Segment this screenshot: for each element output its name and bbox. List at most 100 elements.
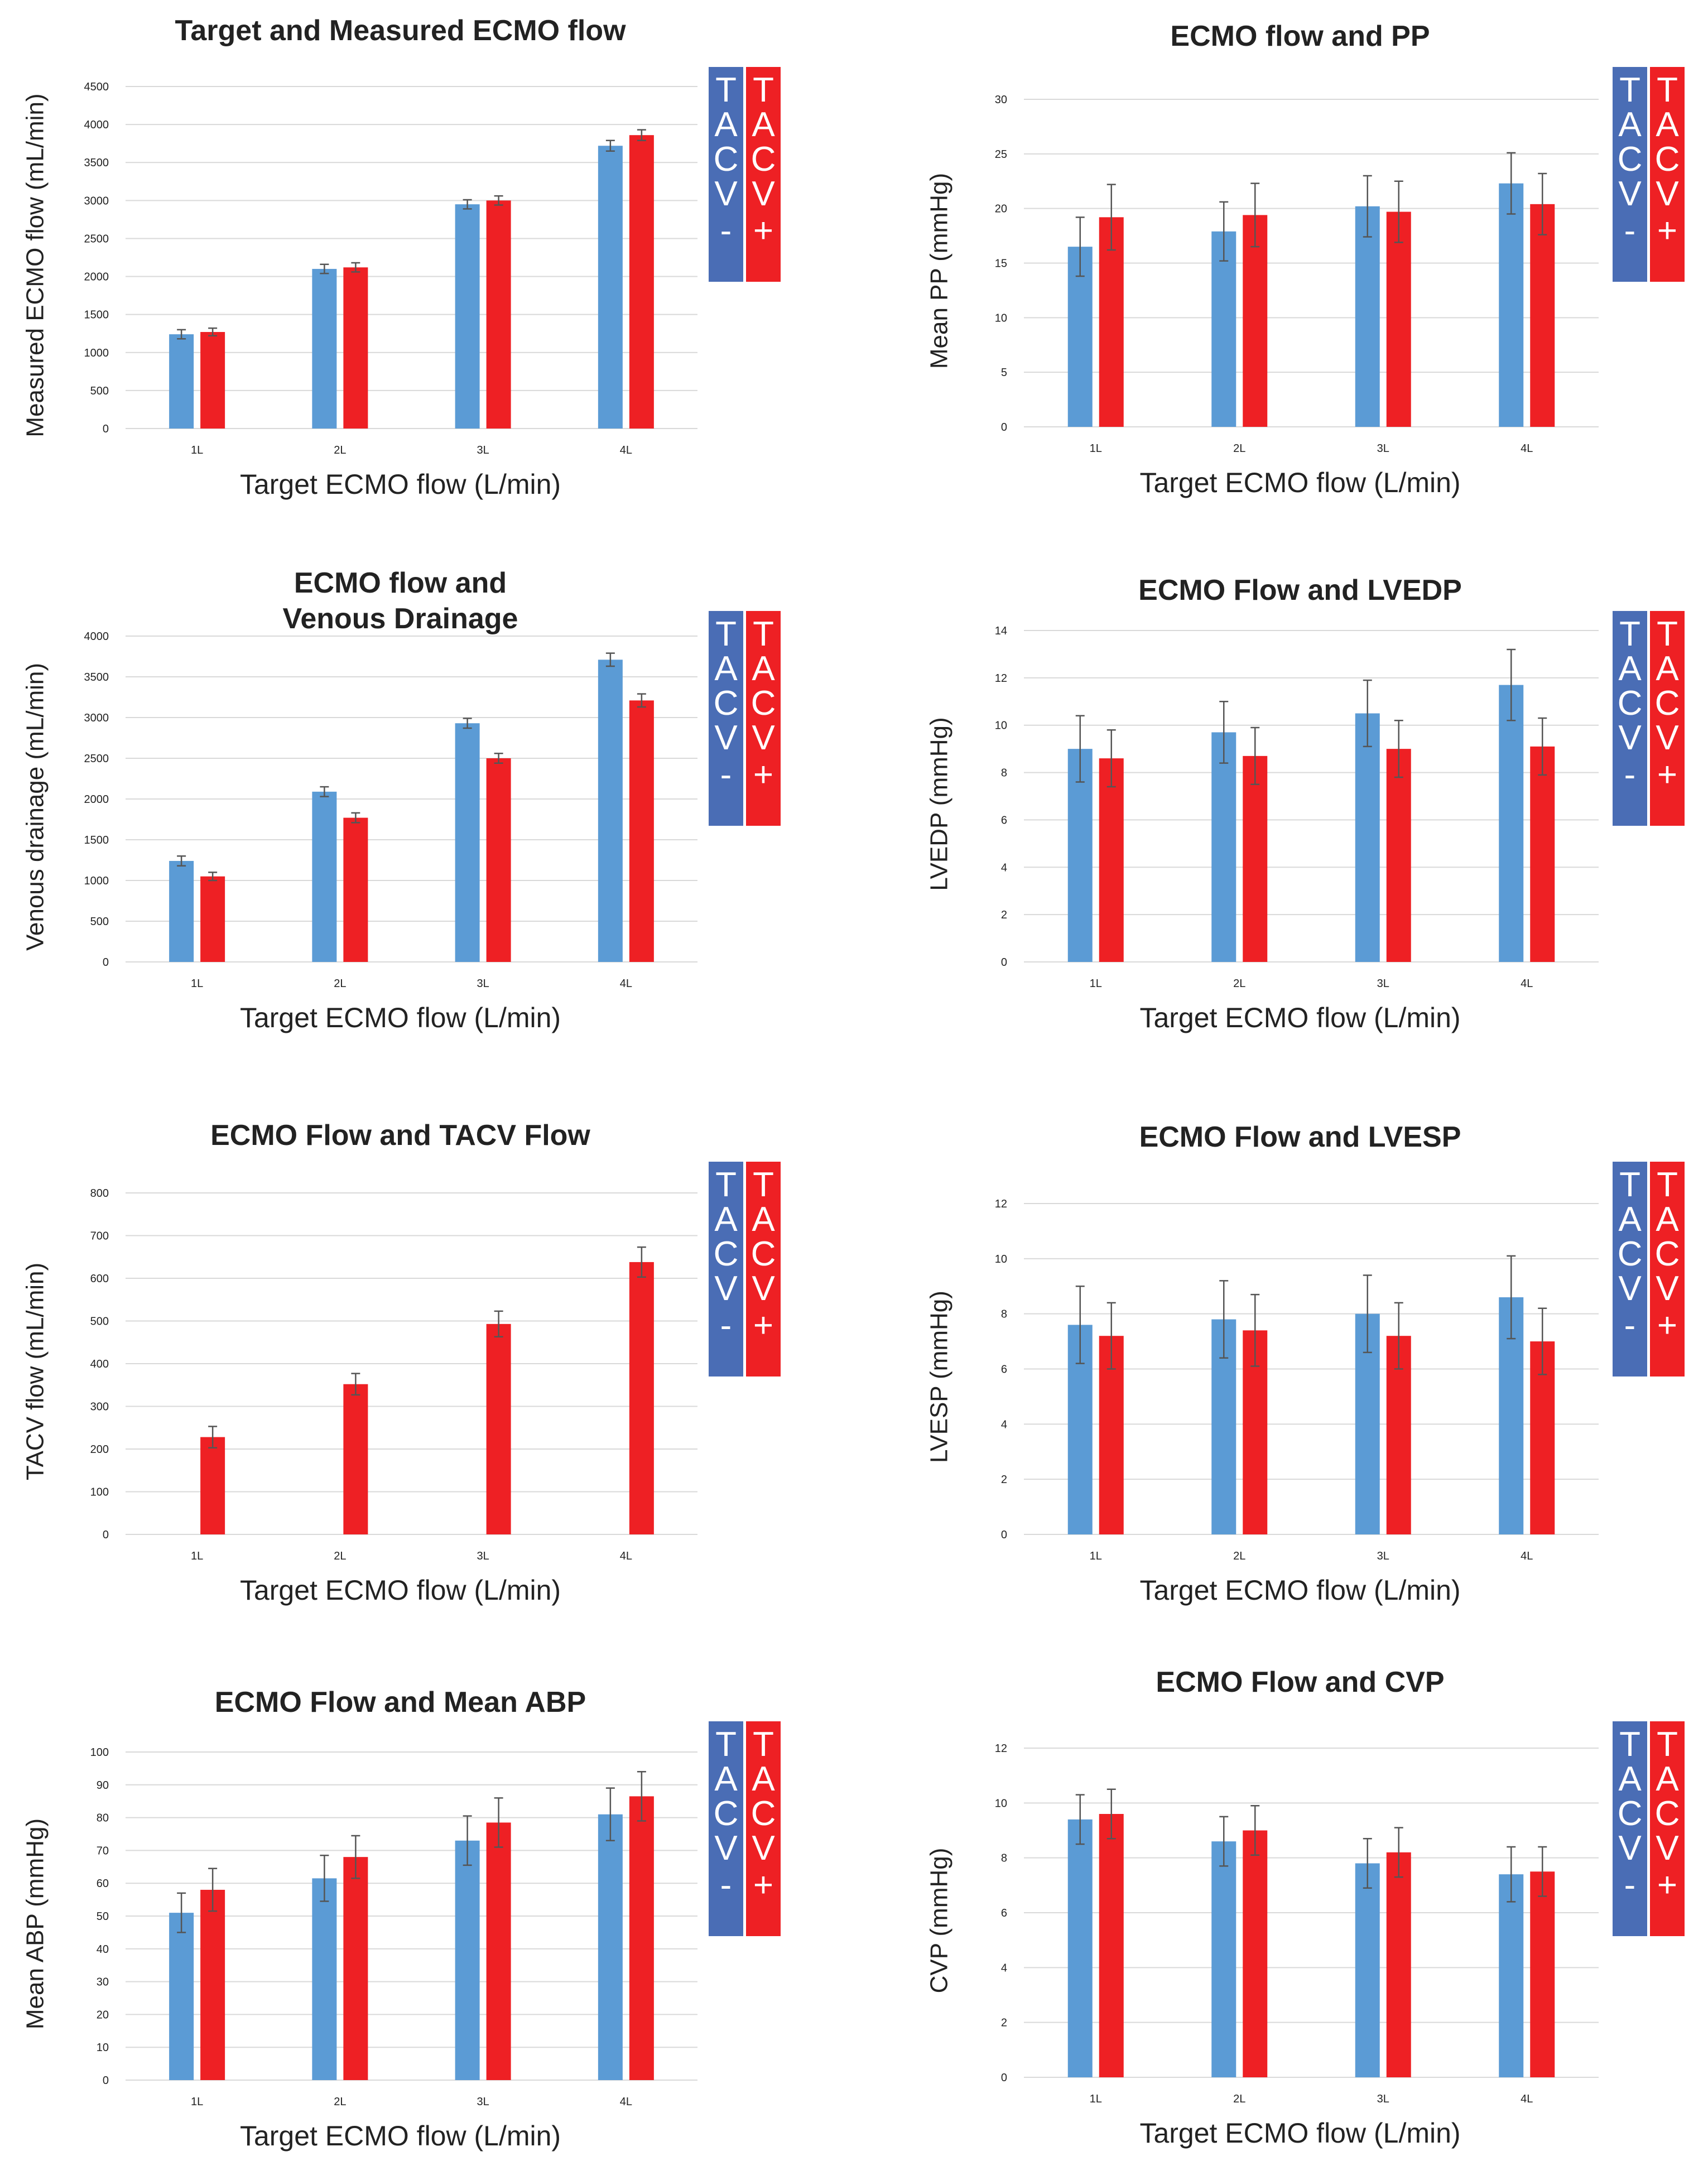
y-tick-label: 1000 (84, 875, 109, 887)
legend: TACV-TACV+ (709, 67, 781, 282)
x-tick-label: 4L (620, 978, 632, 990)
bar-tacv-minus-4L (598, 660, 623, 962)
y-tick-label: 90 (97, 1779, 109, 1792)
bar-tacv-minus-2L (1211, 732, 1237, 962)
x-axis-label: Target ECMO flow (L/min) (240, 2120, 561, 2152)
bar-tacv-minus-1L (1067, 1819, 1093, 2077)
chart-title: ECMO flow and PP (1170, 20, 1430, 52)
y-tick-label: 30 (995, 94, 1007, 106)
bar-tacv-minus-1L (169, 334, 194, 429)
bar-tacv-plus-4L (629, 1262, 654, 1534)
bar-tacv-minus-1L (169, 1913, 194, 2080)
x-tick-label: 1L (191, 2096, 203, 2108)
legend-letter: V (714, 175, 738, 213)
legend-sign: + (753, 1866, 773, 1904)
bar-tacv-plus-4L (1530, 746, 1555, 962)
legend-letter: C (1655, 1794, 1680, 1833)
bar-tacv-plus-2L (343, 1384, 368, 1534)
x-tick-label: 3L (1377, 978, 1389, 990)
legend-letter: C (751, 684, 776, 723)
legend-letter: A (1656, 1760, 1679, 1798)
chart-title: Target and Measured ECMO flow (175, 15, 626, 47)
y-tick-label: 80 (97, 1812, 109, 1825)
bar-tacv-plus-4L (629, 135, 654, 429)
legend-letter: C (1655, 1235, 1680, 1273)
bar-tacv-plus-2L (343, 817, 368, 962)
legend-tacv-minus (709, 1162, 743, 1377)
y-tick-label: 1000 (84, 347, 109, 359)
legend-letter: T (753, 615, 774, 653)
legend-tacv-minus (1613, 67, 1647, 282)
x-tick-label: 1L (1090, 978, 1102, 990)
y-tick-label: 10 (97, 2042, 109, 2054)
x-tick-label: 4L (620, 1550, 632, 1562)
legend-letter: C (714, 1235, 739, 1273)
y-tick-label: 4 (1001, 1962, 1007, 1974)
y-tick-label: 60 (97, 1878, 109, 1890)
legend-tacv-minus (1613, 1162, 1647, 1377)
x-tick-label: 1L (1090, 1550, 1102, 1562)
y-axis-label: Mean PP (mmHg) (926, 173, 953, 369)
legend-letter: V (1656, 1829, 1679, 1868)
chart-title: Venous Drainage (283, 603, 518, 635)
legend-letter: C (1655, 684, 1680, 723)
chart-title: ECMO flow and (294, 567, 507, 599)
y-tick-label: 2500 (84, 233, 109, 245)
y-tick-label: 50 (97, 1910, 109, 1923)
legend-letter: C (714, 140, 739, 179)
bar-tacv-plus-2L (1243, 755, 1268, 962)
bar-tacv-minus-1L (169, 860, 194, 962)
legend-sign: + (1657, 1306, 1677, 1345)
bar-tacv-plus-2L (343, 267, 368, 429)
legend-sign: + (753, 211, 773, 250)
x-tick-label: 2L (334, 978, 346, 990)
chart-title: ECMO Flow and LVEDP (1138, 574, 1462, 607)
chart-abp: ECMO Flow and Mean ABP 0 10 20 30 40 50 60 70 80 9… (22, 1686, 781, 2152)
legend-letter: C (1655, 140, 1680, 179)
bar-tacv-plus-4L (629, 1796, 654, 2080)
legend-tacv-minus (1613, 1721, 1647, 1936)
y-tick-label: 1500 (84, 834, 109, 846)
x-tick-label: 3L (477, 2096, 489, 2108)
chart-venous-drainage: ECMO flow and Venous Drainage 0 500 1000 1500… (22, 567, 781, 1033)
bar-tacv-minus-4L (1499, 183, 1524, 427)
legend-sign: - (1624, 1306, 1636, 1345)
y-tick-label: 70 (97, 1845, 109, 1857)
legend-sign: + (1657, 211, 1677, 250)
legend-letter: V (752, 175, 775, 213)
bar-tacv-plus-1L (1099, 1814, 1124, 2077)
legend: TACV-TACV+ (1613, 1162, 1685, 1377)
legend-letter: A (714, 1200, 738, 1239)
legend-letter: T (1657, 615, 1678, 653)
y-tick-label: 500 (90, 916, 109, 928)
y-tick-label: 8 (1001, 1852, 1007, 1865)
bar-tacv-plus-4L (629, 700, 654, 962)
legend-letter: T (715, 1166, 737, 1204)
bar-tacv-plus-1L (1099, 758, 1124, 962)
legend-letter: V (752, 1829, 775, 1868)
legend-letter: V (1618, 1829, 1642, 1868)
legend-sign: - (720, 755, 732, 794)
bar-tacv-plus-1L (1099, 217, 1124, 427)
chart-tacv-flow: ECMO Flow and TACV Flow 0 100 200 300 400 500 6… (22, 1119, 781, 1606)
x-axis-label: Target ECMO flow (L/min) (1139, 1002, 1460, 1033)
y-tick-label: 500 (90, 385, 109, 397)
x-tick-label: 4L (620, 444, 632, 456)
legend-tacv-plus (746, 611, 781, 826)
legend-letter: A (752, 1760, 775, 1798)
y-tick-label: 10 (995, 312, 1007, 324)
legend-letter: C (1618, 140, 1643, 179)
x-tick-label: 1L (1090, 2093, 1102, 2105)
bar-tacv-plus-1L (200, 1889, 225, 2080)
y-tick-label: 6 (1001, 1907, 1007, 1919)
legend-letter: T (1619, 1166, 1640, 1204)
x-tick-label: 2L (1233, 2093, 1245, 2105)
y-tick-label: 10 (995, 1797, 1007, 1809)
y-tick-label: 5 (1001, 367, 1007, 379)
legend-letter: T (715, 615, 737, 653)
bar-tacv-minus-2L (1211, 231, 1237, 427)
legend-letter: V (752, 1269, 775, 1308)
y-tick-label: 400 (90, 1358, 109, 1370)
y-tick-label: 100 (90, 1746, 109, 1759)
legend-letter: V (1618, 719, 1642, 757)
